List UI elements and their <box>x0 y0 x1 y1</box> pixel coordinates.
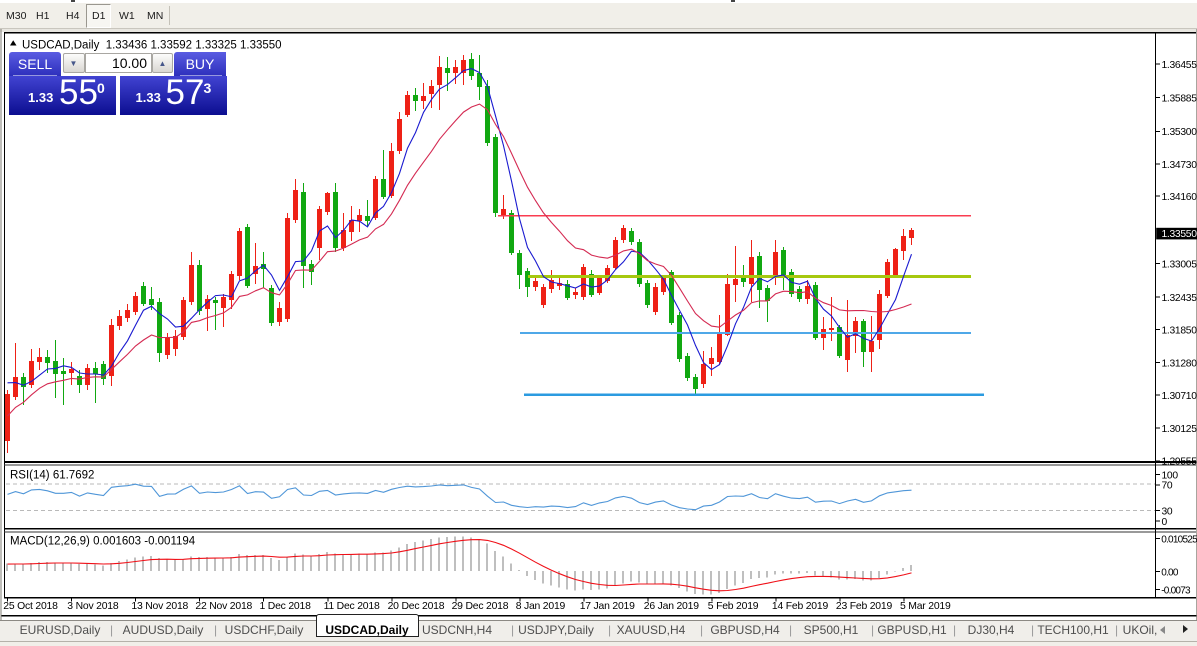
svg-text:20 Dec 2018: 20 Dec 2018 <box>388 601 445 612</box>
svg-text:1 Dec 2018: 1 Dec 2018 <box>260 601 312 612</box>
svg-text:5 Feb 2019: 5 Feb 2019 <box>708 601 759 612</box>
svg-text:11 Dec 2018: 11 Dec 2018 <box>324 601 380 612</box>
svg-text:1.30710: 1.30710 <box>1162 391 1197 402</box>
svg-text:30: 30 <box>1162 506 1173 517</box>
svg-text:-0.0073: -0.0073 <box>1161 585 1191 596</box>
svg-text:MACD(12,26,9) 0.001603 -0.0011: MACD(12,26,9) 0.001603 -0.001194 <box>10 535 196 547</box>
svg-text:1.35885: 1.35885 <box>1162 94 1197 105</box>
svg-text:0.010525: 0.010525 <box>1161 534 1197 545</box>
svg-text:0: 0 <box>1162 517 1168 528</box>
svg-text:29 Dec 2018: 29 Dec 2018 <box>452 601 509 612</box>
svg-text:26 Jan 2019: 26 Jan 2019 <box>644 601 699 612</box>
svg-text:3 Nov 2018: 3 Nov 2018 <box>67 601 119 612</box>
svg-text:1.33550: 1.33550 <box>1162 229 1197 240</box>
svg-text:17 Jan 2019: 17 Jan 2019 <box>580 601 635 612</box>
svg-text:14 Feb 2019: 14 Feb 2019 <box>772 601 829 612</box>
svg-text:5 Mar 2019: 5 Mar 2019 <box>900 601 951 612</box>
svg-text:1.31850: 1.31850 <box>1162 325 1197 336</box>
svg-text:1.36455: 1.36455 <box>1162 60 1197 71</box>
svg-text:1.32435: 1.32435 <box>1162 293 1197 304</box>
svg-text:100: 100 <box>1162 470 1179 481</box>
svg-text:1.30125: 1.30125 <box>1162 424 1197 435</box>
svg-text:RSI(14) 61.7692: RSI(14) 61.7692 <box>10 469 94 481</box>
svg-text:1.35300: 1.35300 <box>1162 127 1197 138</box>
svg-text:1.33005: 1.33005 <box>1162 259 1197 270</box>
svg-text:25 Oct 2018: 25 Oct 2018 <box>3 601 58 612</box>
svg-text:USDCAD,Daily 1.33436 1.33592: USDCAD,Daily 1.33436 1.33592 1.33325 1.3… <box>22 40 282 52</box>
svg-text:8 Jan 2019: 8 Jan 2019 <box>516 601 566 612</box>
svg-text:13 Nov 2018: 13 Nov 2018 <box>131 601 188 612</box>
svg-text:1.34730: 1.34730 <box>1162 160 1197 171</box>
svg-text:1.34160: 1.34160 <box>1162 192 1197 203</box>
svg-text:22 Nov 2018: 22 Nov 2018 <box>195 601 252 612</box>
svg-text:1.29555: 1.29555 <box>1162 457 1197 468</box>
svg-text:0.00: 0.00 <box>1161 567 1179 578</box>
svg-text:70: 70 <box>1162 481 1173 492</box>
svg-text:23 Feb 2019: 23 Feb 2019 <box>836 601 893 612</box>
svg-text:1.31280: 1.31280 <box>1162 358 1197 369</box>
